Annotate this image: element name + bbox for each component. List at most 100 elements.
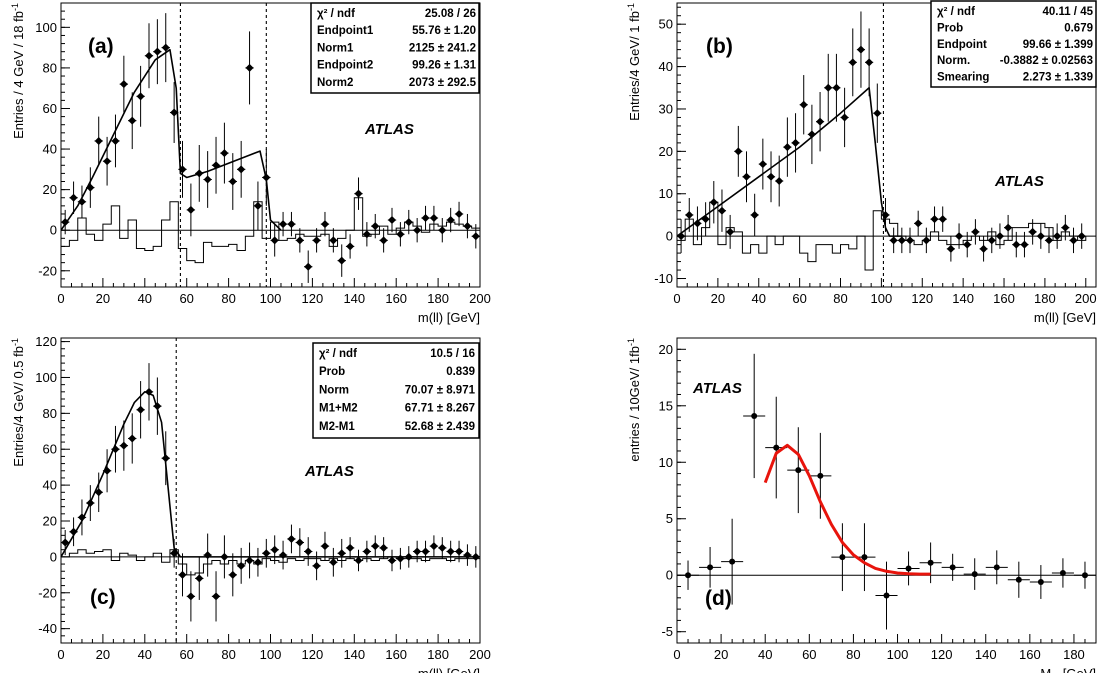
data-point [144, 51, 153, 60]
data-point [103, 157, 112, 166]
y-tick-label: 20 [43, 514, 57, 529]
data-point [94, 136, 103, 145]
data-point [61, 538, 70, 547]
data-point [979, 244, 988, 253]
atlas-label: ATLAS [364, 121, 414, 138]
x-tick-label: 200 [469, 291, 491, 306]
data-point [388, 556, 397, 565]
x-axis-label: m(ll) [GeV] [418, 310, 480, 325]
x-tick-label: 60 [179, 647, 193, 662]
x-tick-label: 120 [302, 291, 324, 306]
fit-curve [60, 391, 480, 558]
data-point [1044, 236, 1053, 245]
data-point [471, 232, 480, 241]
stats-value: 55.76 ± 1.20 [412, 25, 476, 37]
stats-label: χ² / ndf [319, 348, 357, 360]
y-tick-label: 20 [43, 182, 57, 197]
atlas-label: ATLAS [994, 173, 1044, 190]
data-point [889, 236, 898, 245]
data-point [905, 565, 912, 572]
x-tick-label: 200 [1075, 291, 1097, 306]
x-axis-label: m(ll) [GeV] [418, 666, 480, 673]
x-tick-label: 40 [752, 291, 766, 306]
data-point [963, 240, 972, 249]
data-point [807, 130, 816, 139]
y-axis-label: entries / 10GeV/ 1fb-1 [626, 338, 642, 462]
stats-value: 2.273 ± 1.339 [1023, 72, 1093, 84]
y-tick-label: 10 [659, 186, 673, 201]
y-tick-label: 80 [43, 60, 57, 75]
data-point [228, 570, 237, 579]
data-point [77, 197, 86, 206]
data-point [840, 113, 849, 122]
data-point [337, 256, 346, 265]
y-tick-label: 20 [659, 342, 673, 357]
y-tick-label: -20 [38, 263, 57, 278]
stats-box [310, 2, 480, 94]
stats-value: 25.08 / 26 [425, 8, 476, 20]
data-point [195, 574, 204, 583]
data-point [371, 222, 380, 231]
data-point [220, 149, 229, 158]
data-point [971, 227, 980, 236]
data-point [742, 172, 751, 181]
stats-label: Prob [937, 22, 963, 34]
x-tick-label: 20 [714, 647, 728, 662]
data-point [1036, 232, 1045, 241]
x-tick-label: 200 [469, 647, 491, 662]
data-point [927, 559, 934, 566]
data-point [279, 220, 288, 229]
data-point [946, 244, 955, 253]
stats-label: M2-M1 [319, 421, 355, 433]
data-point [128, 116, 137, 125]
y-tick-label: 20 [659, 144, 673, 159]
data-point [861, 554, 868, 561]
data-point [783, 143, 792, 152]
data-point [119, 441, 128, 450]
data-point [379, 543, 388, 552]
data-point [873, 109, 882, 118]
x-tick-label: 120 [931, 647, 953, 662]
y-tick-label: -40 [38, 621, 57, 636]
y-tick-label: 15 [659, 398, 673, 413]
fit-curve [676, 86, 902, 237]
data-point [995, 232, 1004, 241]
y-tick-label: 60 [43, 101, 57, 116]
data-point [228, 177, 237, 186]
y-tick-label: 100 [35, 370, 57, 385]
data-point [1081, 572, 1088, 579]
data-point [971, 571, 978, 578]
x-tick-label: 40 [758, 647, 772, 662]
stats-label: Endpoint [937, 39, 987, 51]
panel-a: 0 20 40 60 80 100 120 140 160 180 200-200204060801… [10, 2, 491, 325]
y-tick-label: 40 [659, 59, 673, 74]
data-point [136, 92, 145, 101]
data-point [1037, 579, 1044, 585]
data-point [1028, 227, 1037, 236]
data-point [446, 216, 455, 225]
data-point [304, 262, 313, 271]
stats-label: χ² / ndf [937, 6, 975, 18]
data-point [295, 236, 304, 245]
data-point [930, 215, 939, 224]
data-point [429, 542, 438, 551]
data-point [94, 488, 103, 497]
data-point [379, 236, 388, 245]
y-axis-label-sup: -1 [626, 338, 636, 346]
y-axis-label-sup: -1 [626, 3, 636, 11]
stats-value: 52.68 ± 2.439 [405, 421, 475, 433]
data-point [371, 542, 380, 551]
y-tick-label: 0 [666, 568, 673, 583]
data-point [186, 592, 195, 601]
data-point [839, 554, 846, 561]
x-tick-label: 160 [1019, 647, 1041, 662]
data-point [237, 165, 246, 174]
x-tick-label: 180 [1063, 647, 1085, 662]
data-point [1020, 240, 1029, 249]
stats-label: Endpoint1 [317, 25, 374, 37]
data-point [279, 551, 288, 560]
y-tick-label: 10 [659, 455, 673, 470]
data-point [69, 527, 78, 536]
data-point [955, 232, 964, 241]
